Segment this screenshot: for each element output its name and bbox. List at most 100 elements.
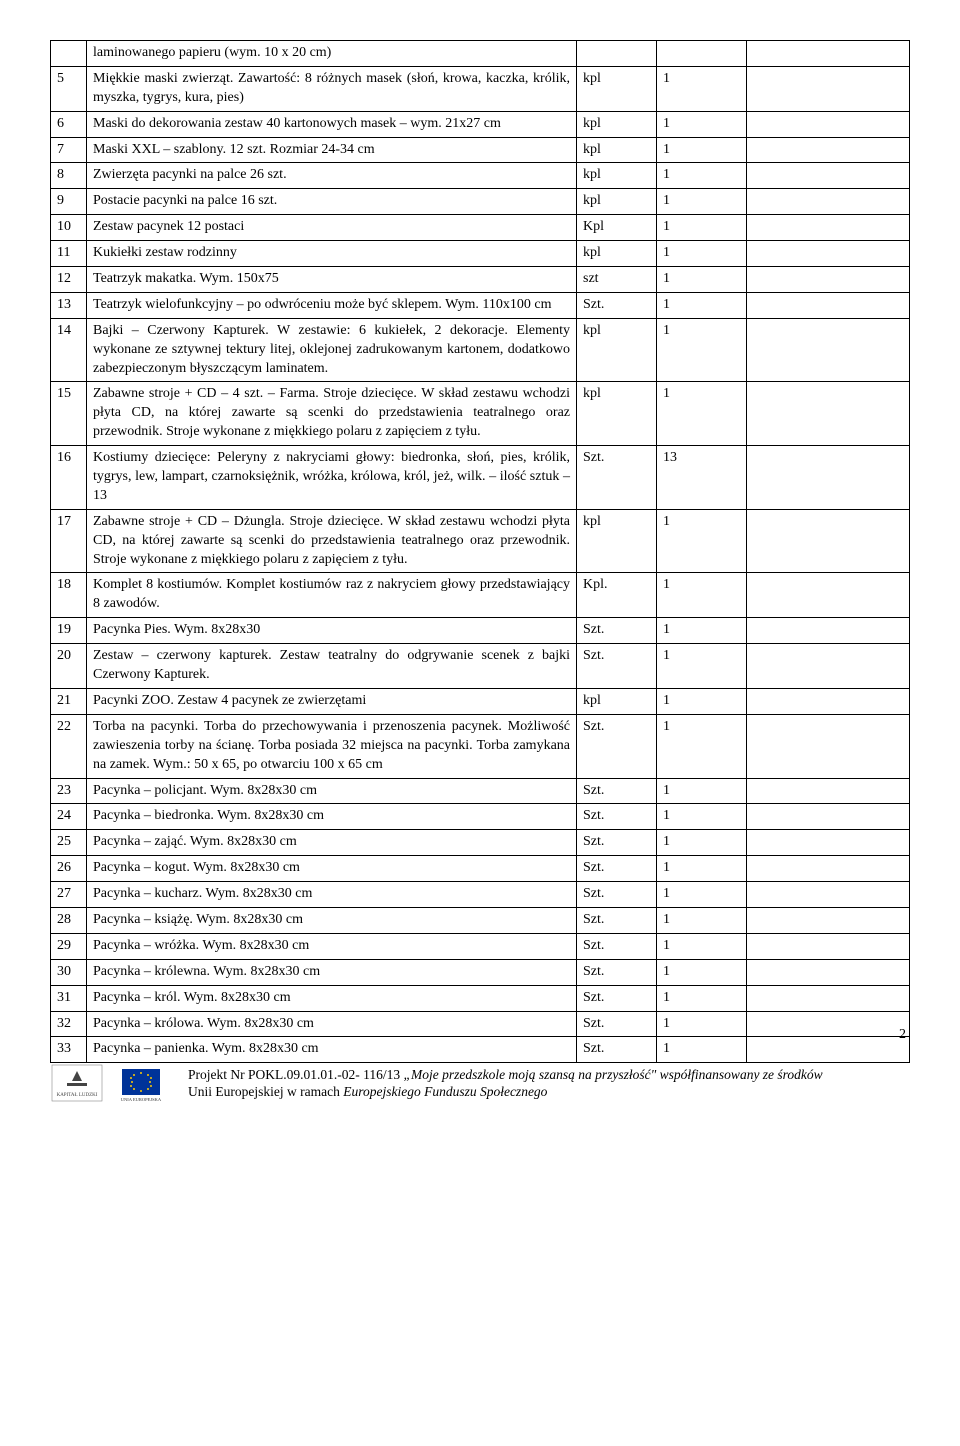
row-description: Torba na pacynki. Torba do przechowywani… [87, 714, 577, 778]
row-quantity: 1 [657, 688, 747, 714]
row-quantity: 1 [657, 644, 747, 689]
row-unit: Szt. [577, 644, 657, 689]
table-row: 18Komplet 8 kostiumów. Komplet kostiumów… [51, 573, 910, 618]
table-row: 28Pacynka – książę. Wym. 8x28x30 cmSzt.1 [51, 907, 910, 933]
eu-flag-logo-icon: UNIA EUROPEJSKA [114, 1063, 168, 1103]
row-number: 28 [51, 907, 87, 933]
row-number: 26 [51, 856, 87, 882]
row-quantity: 1 [657, 933, 747, 959]
row-quantity: 1 [657, 830, 747, 856]
footer-line2-prefix: Unii Europejskiej w ramach [188, 1084, 343, 1099]
row-number: 11 [51, 241, 87, 267]
row-unit: Szt. [577, 292, 657, 318]
row-number: 13 [51, 292, 87, 318]
row-quantity: 1 [657, 163, 747, 189]
row-unit: kpl [577, 137, 657, 163]
row-description: Pacynka – zająć. Wym. 8x28x30 cm [87, 830, 577, 856]
row-unit: kpl [577, 111, 657, 137]
row-quantity: 1 [657, 267, 747, 293]
row-number: 29 [51, 933, 87, 959]
row-number: 21 [51, 688, 87, 714]
row-description: Teatrzyk wielofunkcyjny – po odwróceniu … [87, 292, 577, 318]
row-quantity: 1 [657, 959, 747, 985]
table-row: 30Pacynka – królewna. Wym. 8x28x30 cmSzt… [51, 959, 910, 985]
row-number: 27 [51, 882, 87, 908]
table-row: 19Pacynka Pies. Wym. 8x28x30Szt.1 [51, 618, 910, 644]
items-table: laminowanego papieru (wym. 10 x 20 cm)5M… [50, 40, 910, 1063]
row-description: Pacynki ZOO. Zestaw 4 pacynek ze zwierzę… [87, 688, 577, 714]
table-row: 24Pacynka – biedronka. Wym. 8x28x30 cmSz… [51, 804, 910, 830]
row-description: Zabawne stroje + CD – Dżungla. Stroje dz… [87, 509, 577, 573]
table-row: 17Zabawne stroje + CD – Dżungla. Stroje … [51, 509, 910, 573]
row-extra [747, 137, 910, 163]
row-unit: Kpl. [577, 573, 657, 618]
row-quantity: 1 [657, 882, 747, 908]
row-extra [747, 446, 910, 510]
row-description: Pacynka – książę. Wym. 8x28x30 cm [87, 907, 577, 933]
row-description: Zwierzęta pacynki na palce 26 szt. [87, 163, 577, 189]
row-unit: Szt. [577, 882, 657, 908]
table-row: 6Maski do dekorowania zestaw 40 kartonow… [51, 111, 910, 137]
row-extra [747, 778, 910, 804]
row-extra [747, 189, 910, 215]
row-description: Zestaw – czerwony kapturek. Zestaw teatr… [87, 644, 577, 689]
table-row: 31Pacynka – król. Wym. 8x28x30 cmSzt.1 [51, 985, 910, 1011]
table-row: 26Pacynka – kogut. Wym. 8x28x30 cmSzt.1 [51, 856, 910, 882]
row-description: laminowanego papieru (wym. 10 x 20 cm) [87, 41, 577, 67]
row-description: Komplet 8 kostiumów. Komplet kostiumów r… [87, 573, 577, 618]
table-row: 21Pacynki ZOO. Zestaw 4 pacynek ze zwier… [51, 688, 910, 714]
row-description: Pacynka – królewna. Wym. 8x28x30 cm [87, 959, 577, 985]
row-quantity: 1 [657, 509, 747, 573]
row-extra [747, 804, 910, 830]
row-quantity [657, 41, 747, 67]
row-number: 31 [51, 985, 87, 1011]
row-number: 5 [51, 66, 87, 111]
row-description: Pacynka – wróżka. Wym. 8x28x30 cm [87, 933, 577, 959]
row-extra [747, 882, 910, 908]
row-unit: Szt. [577, 959, 657, 985]
row-quantity: 1 [657, 111, 747, 137]
row-description: Maski XXL – szablony. 12 szt. Rozmiar 24… [87, 137, 577, 163]
row-unit: kpl [577, 318, 657, 382]
row-description: Zabawne stroje + CD – 4 szt. – Farma. St… [87, 382, 577, 446]
row-unit [577, 41, 657, 67]
row-extra [747, 644, 910, 689]
row-extra [747, 509, 910, 573]
row-description: Pacynka Pies. Wym. 8x28x30 [87, 618, 577, 644]
row-quantity: 1 [657, 573, 747, 618]
row-quantity: 1 [657, 66, 747, 111]
row-number: 23 [51, 778, 87, 804]
row-unit: kpl [577, 241, 657, 267]
row-quantity: 1 [657, 292, 747, 318]
row-unit: Kpl [577, 215, 657, 241]
row-unit: szt [577, 267, 657, 293]
row-description: Pacynka – kucharz. Wym. 8x28x30 cm [87, 882, 577, 908]
table-row: 10Zestaw pacynek 12 postaciKpl1 [51, 215, 910, 241]
row-quantity: 1 [657, 137, 747, 163]
row-extra [747, 111, 910, 137]
row-description: Teatrzyk makatka. Wym. 150x75 [87, 267, 577, 293]
table-row: 14Bajki – Czerwony Kapturek. W zestawie:… [51, 318, 910, 382]
row-number [51, 41, 87, 67]
row-quantity: 1 [657, 714, 747, 778]
row-quantity: 1 [657, 907, 747, 933]
row-number: 12 [51, 267, 87, 293]
row-number: 20 [51, 644, 87, 689]
row-number: 9 [51, 189, 87, 215]
row-extra [747, 688, 910, 714]
row-extra [747, 573, 910, 618]
table-row: 15Zabawne stroje + CD – 4 szt. – Farma. … [51, 382, 910, 446]
row-extra [747, 959, 910, 985]
row-unit: kpl [577, 688, 657, 714]
table-row: 29Pacynka – wróżka. Wym. 8x28x30 cmSzt.1 [51, 933, 910, 959]
row-extra [747, 907, 910, 933]
row-extra [747, 292, 910, 318]
row-number: 24 [51, 804, 87, 830]
row-number: 15 [51, 382, 87, 446]
table-row: 8Zwierzęta pacynki na palce 26 szt.kpl1 [51, 163, 910, 189]
row-unit: kpl [577, 66, 657, 111]
row-number: 25 [51, 830, 87, 856]
row-quantity: 1 [657, 215, 747, 241]
row-unit: kpl [577, 189, 657, 215]
row-unit: Szt. [577, 804, 657, 830]
